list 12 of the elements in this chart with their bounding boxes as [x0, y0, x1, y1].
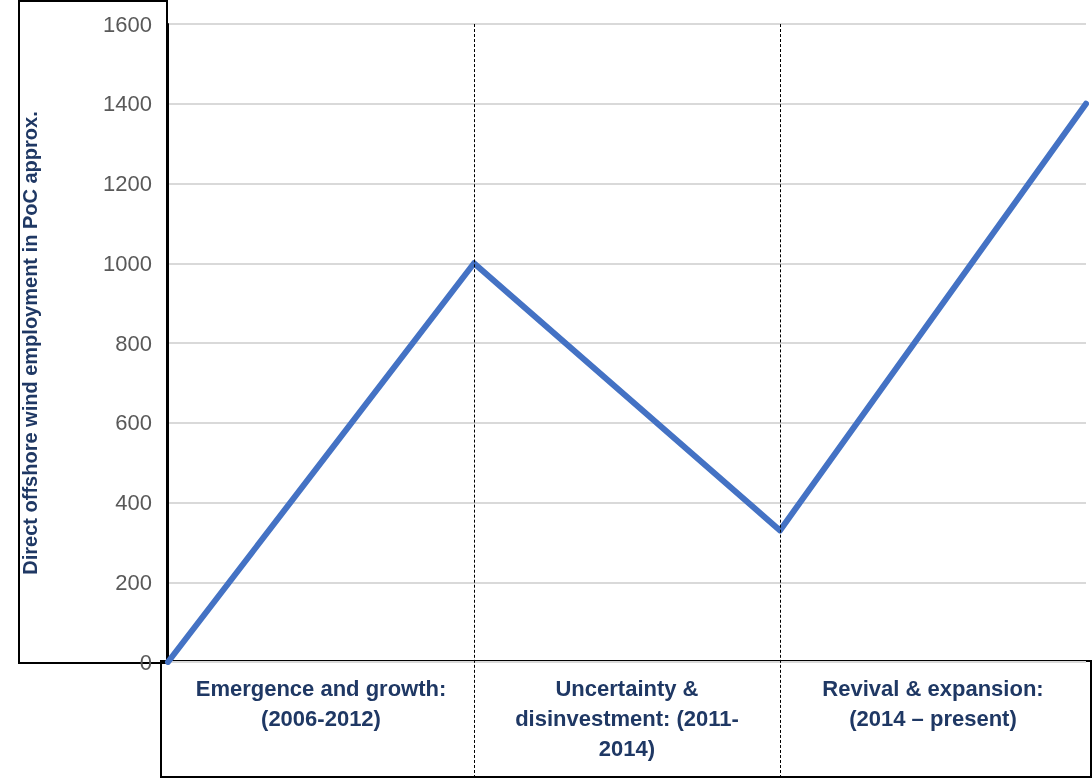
text: Revival & expansion: (2014 – present) — [821, 675, 1045, 733]
y-tick-label: 1000 — [103, 250, 152, 276]
text: Uncertainty & disinvestment: (2011-2014) — [514, 675, 740, 763]
y-tick-label: 400 — [115, 490, 152, 515]
y-axis-title: Direct offshore wind employment in PoC approx. — [19, 111, 41, 575]
y-tick-label: 1200 — [103, 171, 152, 196]
y-tick-label: 600 — [115, 410, 152, 436]
y-tick-label: 200 — [115, 569, 152, 595]
y-tick-label: 1600 — [103, 11, 152, 37]
y-tick-label: 800 — [115, 330, 152, 356]
text: Emergence and growth: (2006-2012) — [194, 675, 448, 733]
y-tick-label: 1400 — [103, 91, 152, 117]
